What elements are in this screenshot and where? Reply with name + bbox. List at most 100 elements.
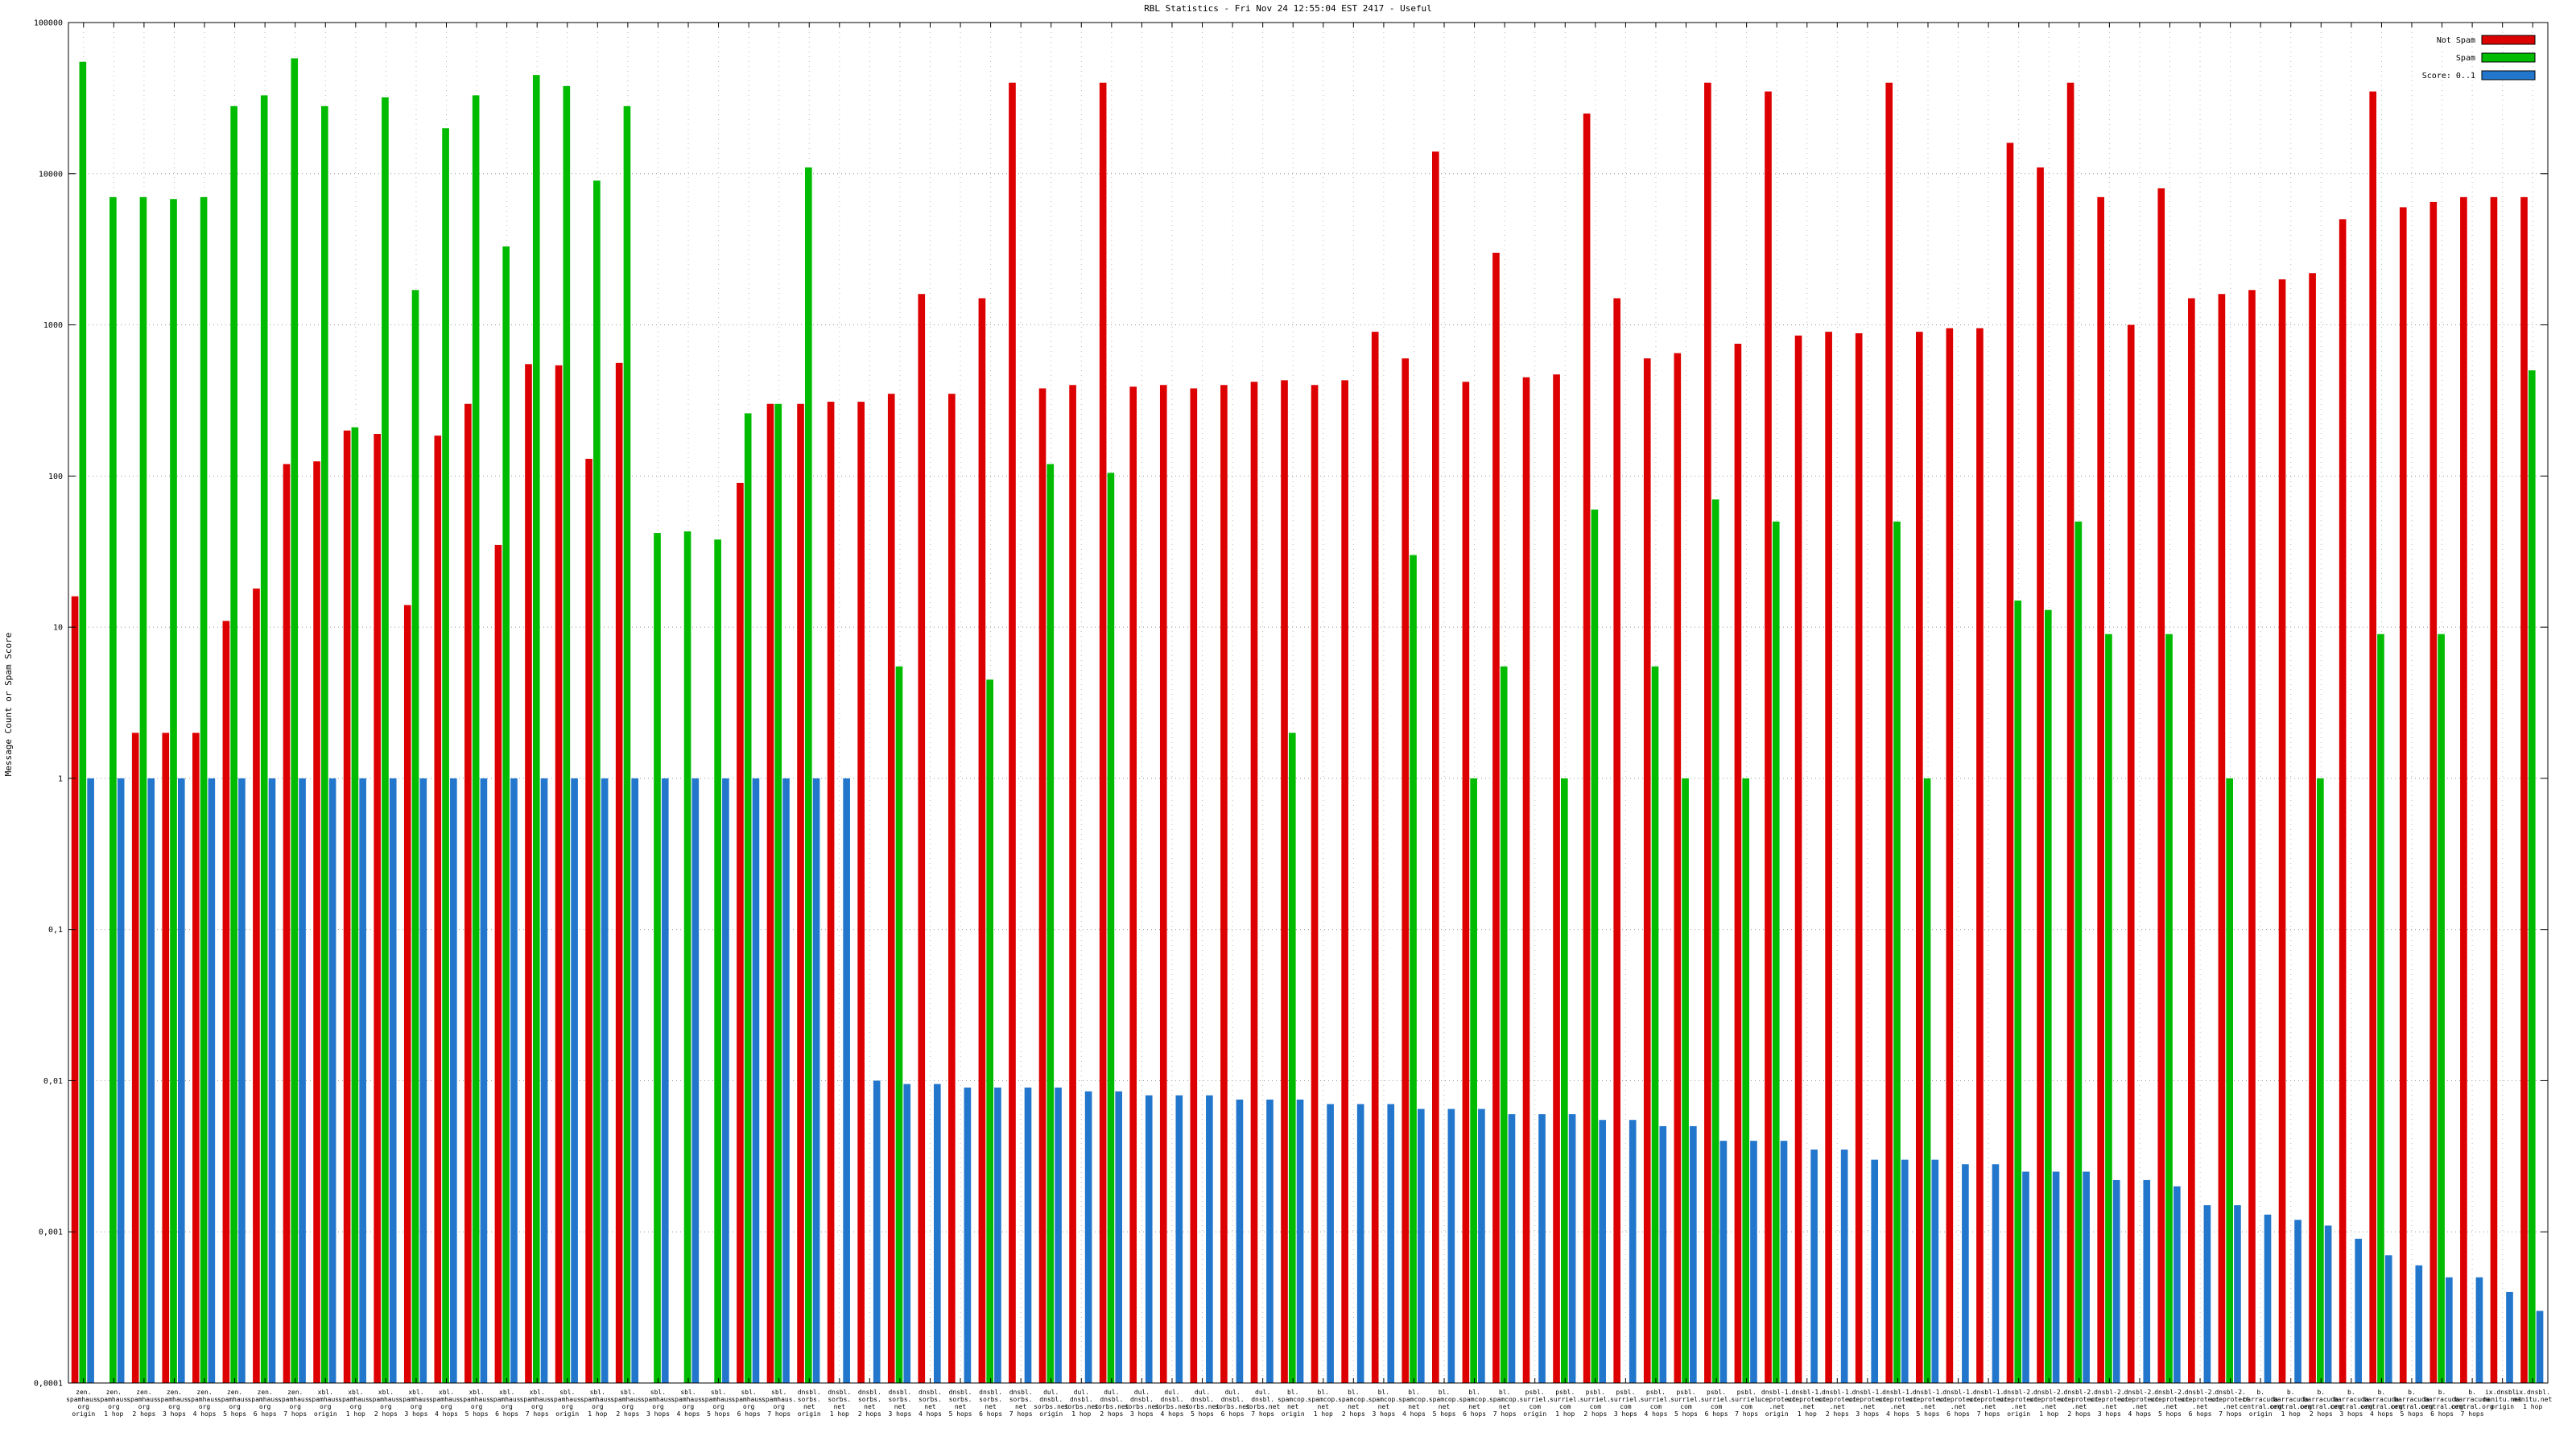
- chart-title: RBL Statistics - Fri Nov 24 12:55:04 EST…: [1144, 3, 1432, 14]
- bar-not-spam: [1190, 388, 1198, 1383]
- bar-not-spam: [2429, 201, 2438, 1384]
- bar-score-0-1: [208, 778, 216, 1383]
- bar-score-0-1: [117, 778, 125, 1383]
- bar-not-spam: [162, 733, 170, 1383]
- x-tick-label: psbl. surriel. com 3 hops: [1610, 1389, 1641, 1418]
- bar-score-0-1: [1659, 1125, 1667, 1383]
- legend-item-spam: Spam: [2456, 52, 2536, 63]
- y-tick-label: 1000: [43, 321, 63, 330]
- bar-score-0-1: [1690, 1125, 1697, 1383]
- x-tick-label: bl. spamcop. net 2 hops: [1338, 1389, 1369, 1418]
- bar-score-0-1: [873, 1080, 881, 1383]
- bar-score-0-1: [238, 778, 246, 1383]
- x-tick-label: dnsbl-2. uceprotect .net 2 hops: [2060, 1389, 2099, 1418]
- bar-not-spam: [1522, 377, 1530, 1383]
- legend-item-not-spam: Not Spam: [2437, 35, 2536, 45]
- x-tick-label: dnsbl-1. uceprotect .net 3 hops: [1848, 1389, 1887, 1418]
- x-tick-label: sbl. spamhaus. org 6 hops: [731, 1389, 766, 1418]
- bar-spam: [411, 290, 419, 1384]
- bar-score-0-1: [1629, 1120, 1637, 1383]
- x-tick-label: sbl. spamhaus. org 4 hops: [671, 1389, 705, 1418]
- bar-score-0-1: [359, 778, 366, 1383]
- x-tick-label: dnsbl-1. uceprotect .net 1 hop: [1788, 1389, 1827, 1418]
- x-tick-label: xbl. spamhaus. org 5 hops: [459, 1389, 493, 1418]
- y-tick-label: 10: [53, 624, 63, 633]
- bar-not-spam: [1855, 332, 1863, 1383]
- x-tick-label: bl. spamcop. net 1 hop: [1308, 1389, 1340, 1418]
- bar-spam: [532, 75, 540, 1383]
- bar-not-spam: [1885, 82, 1893, 1384]
- bar-spam: [230, 105, 237, 1384]
- bar-not-spam: [2188, 298, 2195, 1384]
- bar-spam: [260, 95, 268, 1384]
- bar-score-0-1: [299, 778, 306, 1383]
- x-tick-label: dnsbl-1. uceprotect .net 2 hops: [1818, 1389, 1856, 1418]
- bar-score-0-1: [752, 778, 760, 1383]
- x-tick-label: zen. spamhaus. org 2 hops: [126, 1389, 161, 1418]
- bar-spam: [986, 679, 993, 1383]
- bar-score-0-1: [2083, 1171, 2090, 1383]
- bar-score-0-1: [510, 778, 518, 1383]
- bar-score-0-1: [2143, 1179, 2151, 1383]
- bar-spam: [1470, 778, 1477, 1383]
- bar-score-0-1: [2203, 1205, 2211, 1383]
- bar-score-0-1: [1266, 1099, 1274, 1383]
- bar-not-spam: [918, 294, 926, 1384]
- bar-score-0-1: [1538, 1114, 1546, 1383]
- bar-score-0-1: [1084, 1091, 1092, 1383]
- x-tick-label: zen. spamhaus. org 6 hops: [247, 1389, 282, 1418]
- bar-not-spam: [1492, 252, 1500, 1384]
- bar-not-spam: [1311, 385, 1319, 1384]
- y-tick-label: 1: [58, 774, 63, 783]
- x-tick-label: dnsbl. sorbs. net 3 hops: [888, 1389, 911, 1418]
- bar-score-0-1: [1992, 1164, 2000, 1383]
- bar-score-0-1: [722, 778, 729, 1383]
- bar-score-0-1: [2234, 1205, 2241, 1383]
- bar-spam: [2317, 778, 2324, 1383]
- x-tick-label: ix.dnsbl. manitu.net 1 hop: [2513, 1389, 2552, 1410]
- bar-not-spam: [827, 402, 835, 1383]
- bar-spam: [593, 180, 601, 1384]
- bar-spam: [2377, 634, 2384, 1383]
- axis-layer: 1000001000010001001010,10,010,0010,0001z…: [34, 19, 2553, 1418]
- bar-spam: [683, 531, 691, 1383]
- bar-not-spam: [948, 394, 956, 1383]
- bar-not-spam: [766, 403, 774, 1383]
- bar-score-0-1: [601, 778, 609, 1383]
- bar-score-0-1: [1478, 1108, 1485, 1383]
- bar-not-spam: [222, 621, 230, 1383]
- bar-score-0-1: [812, 778, 820, 1383]
- bar-spam: [1500, 666, 1508, 1383]
- bar-score-0-1: [782, 778, 790, 1383]
- bar-not-spam: [2248, 290, 2256, 1384]
- y-tick-label: 0,1: [48, 926, 63, 935]
- x-tick-label: bl. spamcop. net 6 hops: [1459, 1389, 1490, 1418]
- legend-swatch: [2481, 35, 2536, 45]
- x-tick-label: psbl. surriel. com 4 hops: [1641, 1389, 1672, 1418]
- x-tick-label: dnsbl-1. uceprotect .net origin: [1757, 1389, 1796, 1418]
- bar-spam: [1772, 521, 1780, 1383]
- bar-spam: [1107, 473, 1115, 1383]
- bar-spam: [472, 95, 480, 1384]
- bar-not-spam: [1220, 385, 1228, 1384]
- x-tick-label: zen. spamhaus. org 3 hops: [157, 1389, 192, 1418]
- bar-not-spam: [585, 458, 592, 1384]
- bar-spam: [139, 196, 147, 1383]
- y-tick-label: 10000: [39, 170, 63, 179]
- x-tick-label: xbl. spamhaus. org 6 hops: [489, 1389, 524, 1418]
- bar-not-spam: [1915, 332, 1923, 1383]
- bar-spam: [79, 61, 87, 1383]
- bar-not-spam: [2339, 219, 2347, 1383]
- bar-score-0-1: [1296, 1099, 1304, 1383]
- x-tick-label: psbl. surriel. com 5 hops: [1670, 1389, 1702, 1418]
- y-tick-label: 100000: [34, 19, 63, 28]
- bar-not-spam: [313, 461, 320, 1384]
- x-tick-label: xbl. spamhaus. org 4 hops: [429, 1389, 464, 1418]
- bar-not-spam: [2006, 142, 2014, 1383]
- legend-swatch: [2481, 70, 2536, 80]
- bar-spam: [442, 128, 449, 1384]
- bar-not-spam: [374, 433, 382, 1383]
- bar-score-0-1: [2415, 1265, 2423, 1383]
- bar-not-spam: [2369, 91, 2377, 1383]
